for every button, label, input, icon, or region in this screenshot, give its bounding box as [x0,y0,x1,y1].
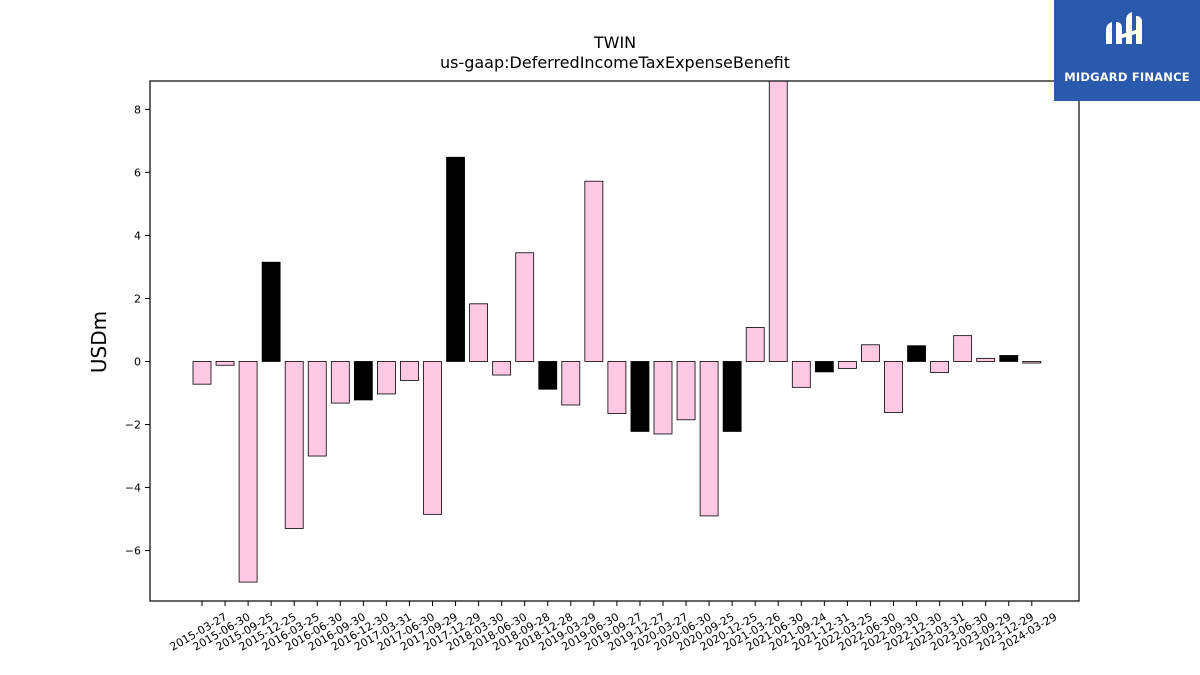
bar [584,180,604,362]
midgard-logo-icon [1106,12,1142,44]
bar [653,361,673,435]
bar [838,361,857,369]
plot-frame [149,80,1080,602]
y-tick-label: −2 [125,419,141,432]
bar [261,261,281,362]
bar [999,355,1019,362]
brand-logo: MIDGARD FINANCE [1054,0,1200,101]
bar [215,361,235,366]
bar [953,335,973,362]
bar [722,361,742,432]
bar [353,361,373,401]
bar [307,361,327,457]
y-tick-label: 2 [134,292,141,305]
y-tick-label: 4 [134,229,141,242]
y-axis: 8 6 4 2 0 −2 −4 −6 [125,103,150,558]
bar [192,361,212,385]
bar [330,361,350,404]
y-tick-label: 8 [134,103,141,116]
bar [492,361,512,376]
bar [884,361,903,413]
y-axis-label: USDm [87,311,111,373]
x-axis: 2015-03-272015-06-302015-09-252015-12-25… [168,601,1059,654]
bar [607,361,627,414]
bar [238,361,258,583]
bar [376,361,396,395]
chart-title: TWIN [593,33,636,52]
bar [768,80,788,362]
bar [676,361,696,421]
y-tick-label: −6 [125,545,141,558]
bar [745,327,765,362]
bar [1022,361,1042,364]
bar [538,361,558,390]
bar [930,361,949,373]
bar [814,361,834,373]
bar [469,303,489,362]
bars-layer [192,80,1042,583]
bar [976,357,996,362]
bar [630,361,650,432]
bar [284,361,304,529]
bar [699,361,719,517]
bar [423,361,442,515]
bar [907,345,926,362]
logo-text: MIDGARD FINANCE [1064,70,1190,84]
bar [561,361,581,406]
bar [400,361,419,381]
bar [861,344,880,362]
y-tick-label: 0 [134,355,141,368]
y-tick-label: 6 [134,166,141,179]
bar [515,252,535,362]
bar [446,156,465,362]
chart-subtitle: us-gaap:DeferredIncomeTaxExpenseBenefit [440,53,790,72]
y-tick-label: −4 [125,482,141,495]
bar [791,361,811,388]
